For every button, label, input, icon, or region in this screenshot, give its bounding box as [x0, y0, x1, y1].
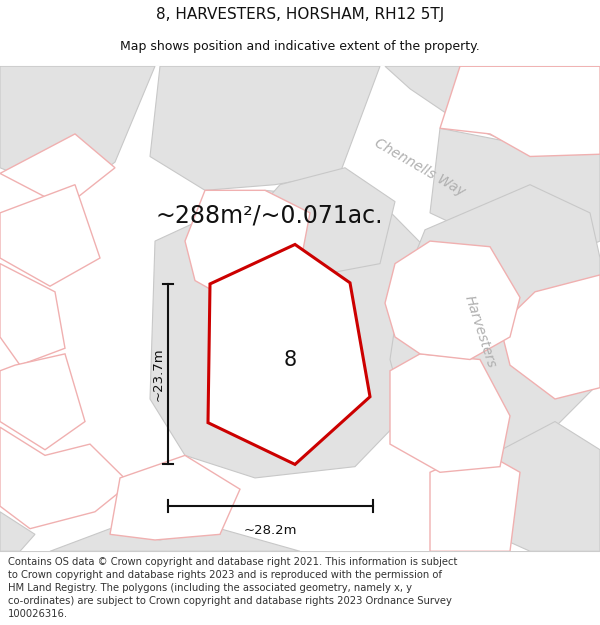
Polygon shape — [385, 241, 520, 359]
Polygon shape — [0, 184, 100, 286]
Polygon shape — [430, 128, 600, 258]
Polygon shape — [150, 191, 430, 478]
Text: co-ordinates) are subject to Crown copyright and database rights 2023 Ordnance S: co-ordinates) are subject to Crown copyr… — [8, 596, 452, 606]
Polygon shape — [150, 66, 380, 191]
Polygon shape — [0, 512, 35, 551]
Text: 8, HARVESTERS, HORSHAM, RH12 5TJ: 8, HARVESTERS, HORSHAM, RH12 5TJ — [156, 6, 444, 21]
Text: Chennells Way: Chennells Way — [372, 136, 468, 199]
Text: ~28.2m: ~28.2m — [244, 524, 297, 537]
Text: Harvesters: Harvesters — [461, 293, 499, 369]
Text: ~288m²/~0.071ac.: ~288m²/~0.071ac. — [155, 204, 383, 228]
Polygon shape — [385, 66, 600, 151]
Polygon shape — [430, 450, 520, 551]
Polygon shape — [50, 529, 300, 551]
Text: ~23.7m: ~23.7m — [151, 348, 164, 401]
Text: Contains OS data © Crown copyright and database right 2021. This information is : Contains OS data © Crown copyright and d… — [8, 558, 457, 568]
Text: HM Land Registry. The polygons (including the associated geometry, namely x, y: HM Land Registry. The polygons (includin… — [8, 583, 412, 593]
Polygon shape — [500, 275, 600, 399]
Text: Map shows position and indicative extent of the property.: Map shows position and indicative extent… — [120, 39, 480, 52]
Polygon shape — [250, 168, 395, 275]
Polygon shape — [440, 66, 600, 156]
Polygon shape — [0, 134, 115, 208]
Polygon shape — [390, 354, 510, 472]
Text: 100026316.: 100026316. — [8, 609, 68, 619]
Polygon shape — [110, 456, 240, 540]
Polygon shape — [0, 354, 85, 450]
Polygon shape — [185, 191, 310, 303]
Polygon shape — [455, 421, 600, 551]
Polygon shape — [0, 427, 130, 529]
Polygon shape — [0, 264, 65, 365]
Polygon shape — [0, 66, 155, 196]
Text: to Crown copyright and database rights 2023 and is reproduced with the permissio: to Crown copyright and database rights 2… — [8, 570, 442, 580]
Polygon shape — [390, 184, 600, 461]
Text: 8: 8 — [283, 349, 296, 369]
Polygon shape — [208, 244, 370, 464]
